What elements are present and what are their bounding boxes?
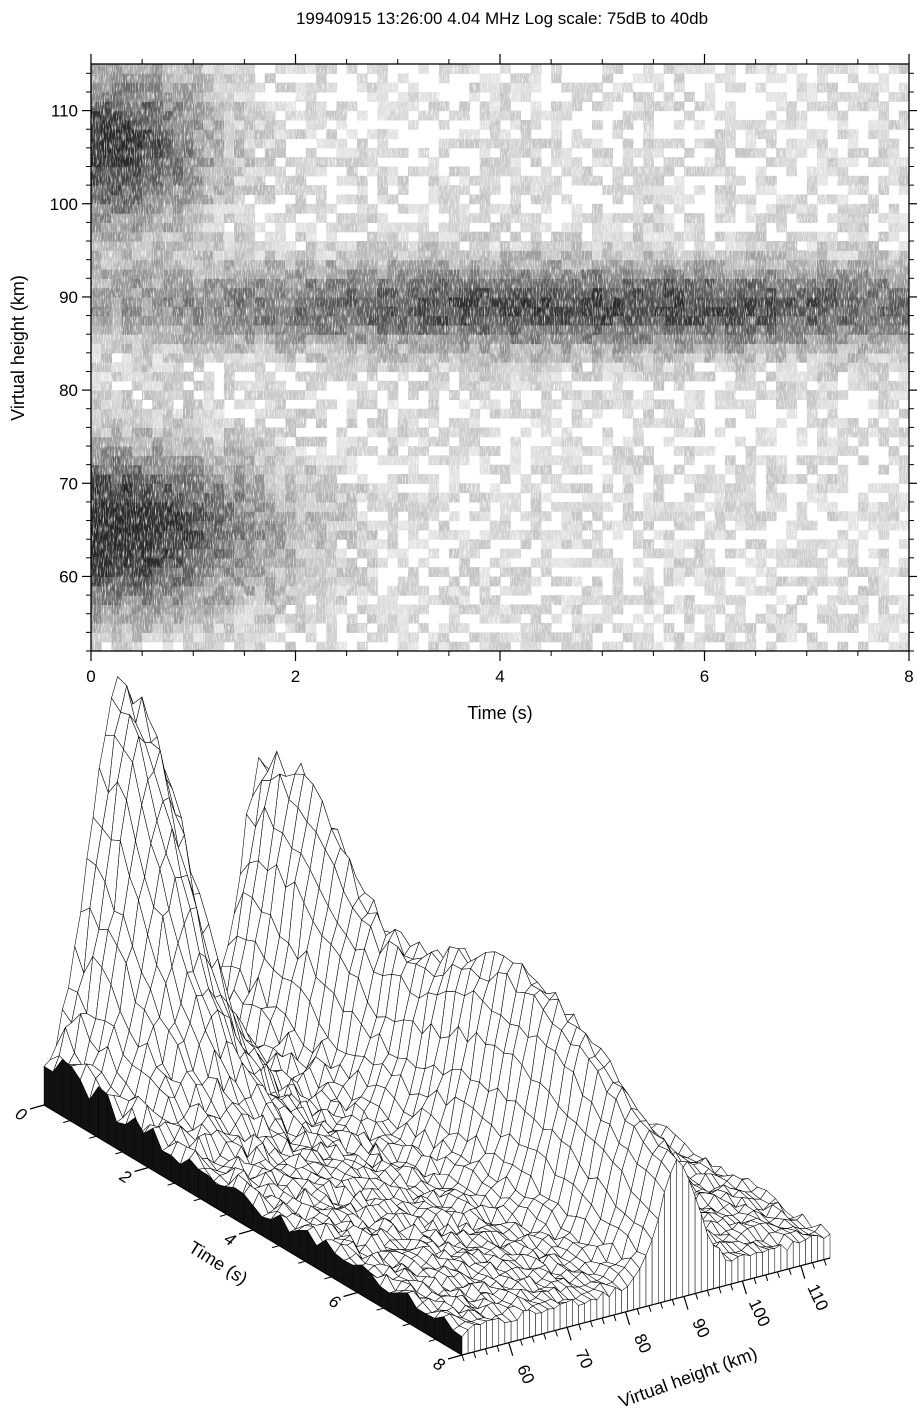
y-tick-label: 70: [59, 474, 78, 493]
heatmap-xlabel: Time (s): [467, 703, 532, 723]
y-tick-label: 80: [59, 381, 78, 400]
chart-title: 19940915 13:26:00 4.04 MHz Log scale: 75…: [296, 9, 708, 28]
heatmap-plot-area: [91, 64, 909, 651]
heatmap-grain-overlay: [91, 64, 909, 651]
x-tick-label: 6: [700, 667, 709, 686]
y-tick-label: 100: [50, 195, 78, 214]
x-tick-label: 4: [495, 667, 504, 686]
surface-mesh: [43, 675, 831, 1356]
y-tick-label: 60: [59, 567, 78, 586]
heatmap-panel: 0 2 4 6 8 60 70 80 90 100 110 Time (s) Virtual hei…: [8, 54, 917, 723]
heatmap-ylabel: Virtual height (km): [8, 275, 28, 421]
x-tick-label: 0: [86, 667, 95, 686]
y-tick-label: 90: [59, 288, 78, 307]
heatmap-ticks: 0 2 4 6 8 60 70 80 90 100 110: [50, 54, 917, 686]
x-tick-label: 8: [904, 667, 913, 686]
x-tick-label: 2: [291, 667, 300, 686]
y-tick-label: 110: [51, 102, 78, 121]
